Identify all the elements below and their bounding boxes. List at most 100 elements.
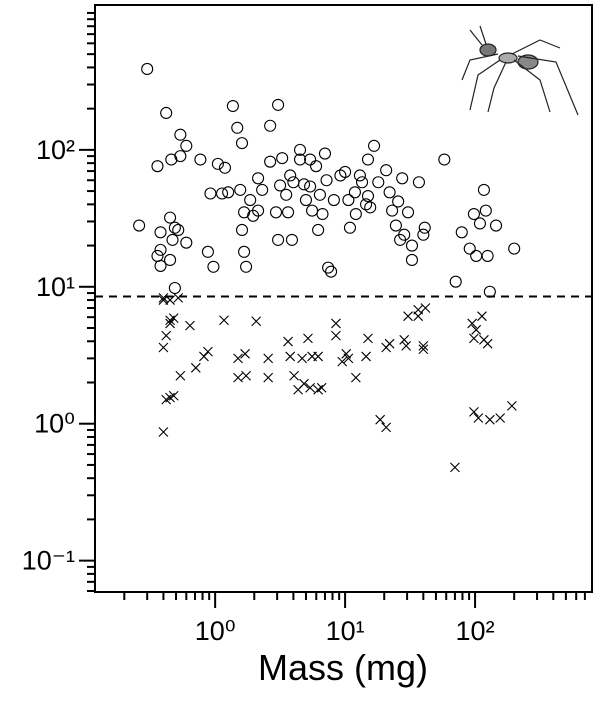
point [284,169,297,182]
point [405,253,419,267]
point [244,194,257,207]
point [401,341,412,351]
point [204,187,217,200]
point [241,370,251,381]
point [164,211,177,224]
point [168,221,181,234]
point [477,183,490,196]
point [471,324,482,335]
point [383,186,396,199]
point [384,338,395,349]
point [276,152,289,165]
point [389,219,402,232]
point [168,313,179,324]
point [174,128,187,141]
point [348,186,361,199]
point [299,378,309,389]
point [272,233,285,246]
point [158,292,169,303]
point [322,261,335,274]
y-tick-label: 10⁰ [34,409,75,439]
point [325,265,338,278]
point [256,183,269,196]
point [463,242,476,255]
point [470,249,483,262]
point [263,372,274,383]
point [297,353,308,364]
point [355,176,369,189]
point [473,217,486,230]
point [303,333,313,344]
point [194,153,207,166]
point [299,194,313,207]
point [361,351,371,362]
ant-illustration [461,25,579,116]
point [304,180,317,193]
y-tick-label: 10⁻¹ [22,546,75,576]
point [455,226,468,239]
point [450,462,460,473]
point [380,164,393,177]
point [320,174,333,187]
point [417,228,430,241]
point [293,143,307,156]
point [283,336,293,347]
point [154,259,167,272]
point [386,204,399,217]
point [398,228,411,241]
point [316,382,327,393]
point [313,351,324,362]
point [285,351,296,362]
point [165,295,175,305]
point [405,239,419,252]
point [172,223,185,237]
plot-frame [94,4,593,593]
point [418,344,429,355]
point [164,253,177,267]
point [469,406,479,417]
point [305,382,316,393]
point [168,390,179,401]
point [235,137,249,150]
point [361,153,375,166]
point [343,353,354,364]
point [483,285,496,298]
point [506,400,517,411]
point [489,219,503,232]
point [339,165,352,178]
point [350,372,361,383]
point [495,413,506,423]
point [233,353,243,364]
point [372,176,385,189]
point [234,183,247,196]
point [327,194,340,207]
point [233,372,243,383]
point [304,153,317,166]
point [251,316,262,327]
point [264,119,277,132]
point [293,153,307,166]
point [401,206,415,219]
point [154,243,167,256]
point [161,330,172,341]
point [154,226,167,239]
point [151,160,164,173]
point [180,139,193,152]
point [151,249,164,262]
point [364,201,377,214]
point [469,333,479,344]
point [269,206,283,219]
point [392,195,405,208]
point [158,427,169,437]
point [361,189,375,203]
point [306,204,319,217]
x-axis-label: Mass (mg) [258,647,428,688]
point [165,153,178,166]
point [403,311,413,322]
point [399,334,410,345]
point [318,147,332,160]
point [331,330,341,341]
point [238,245,251,258]
point [316,207,329,221]
point [174,150,187,163]
